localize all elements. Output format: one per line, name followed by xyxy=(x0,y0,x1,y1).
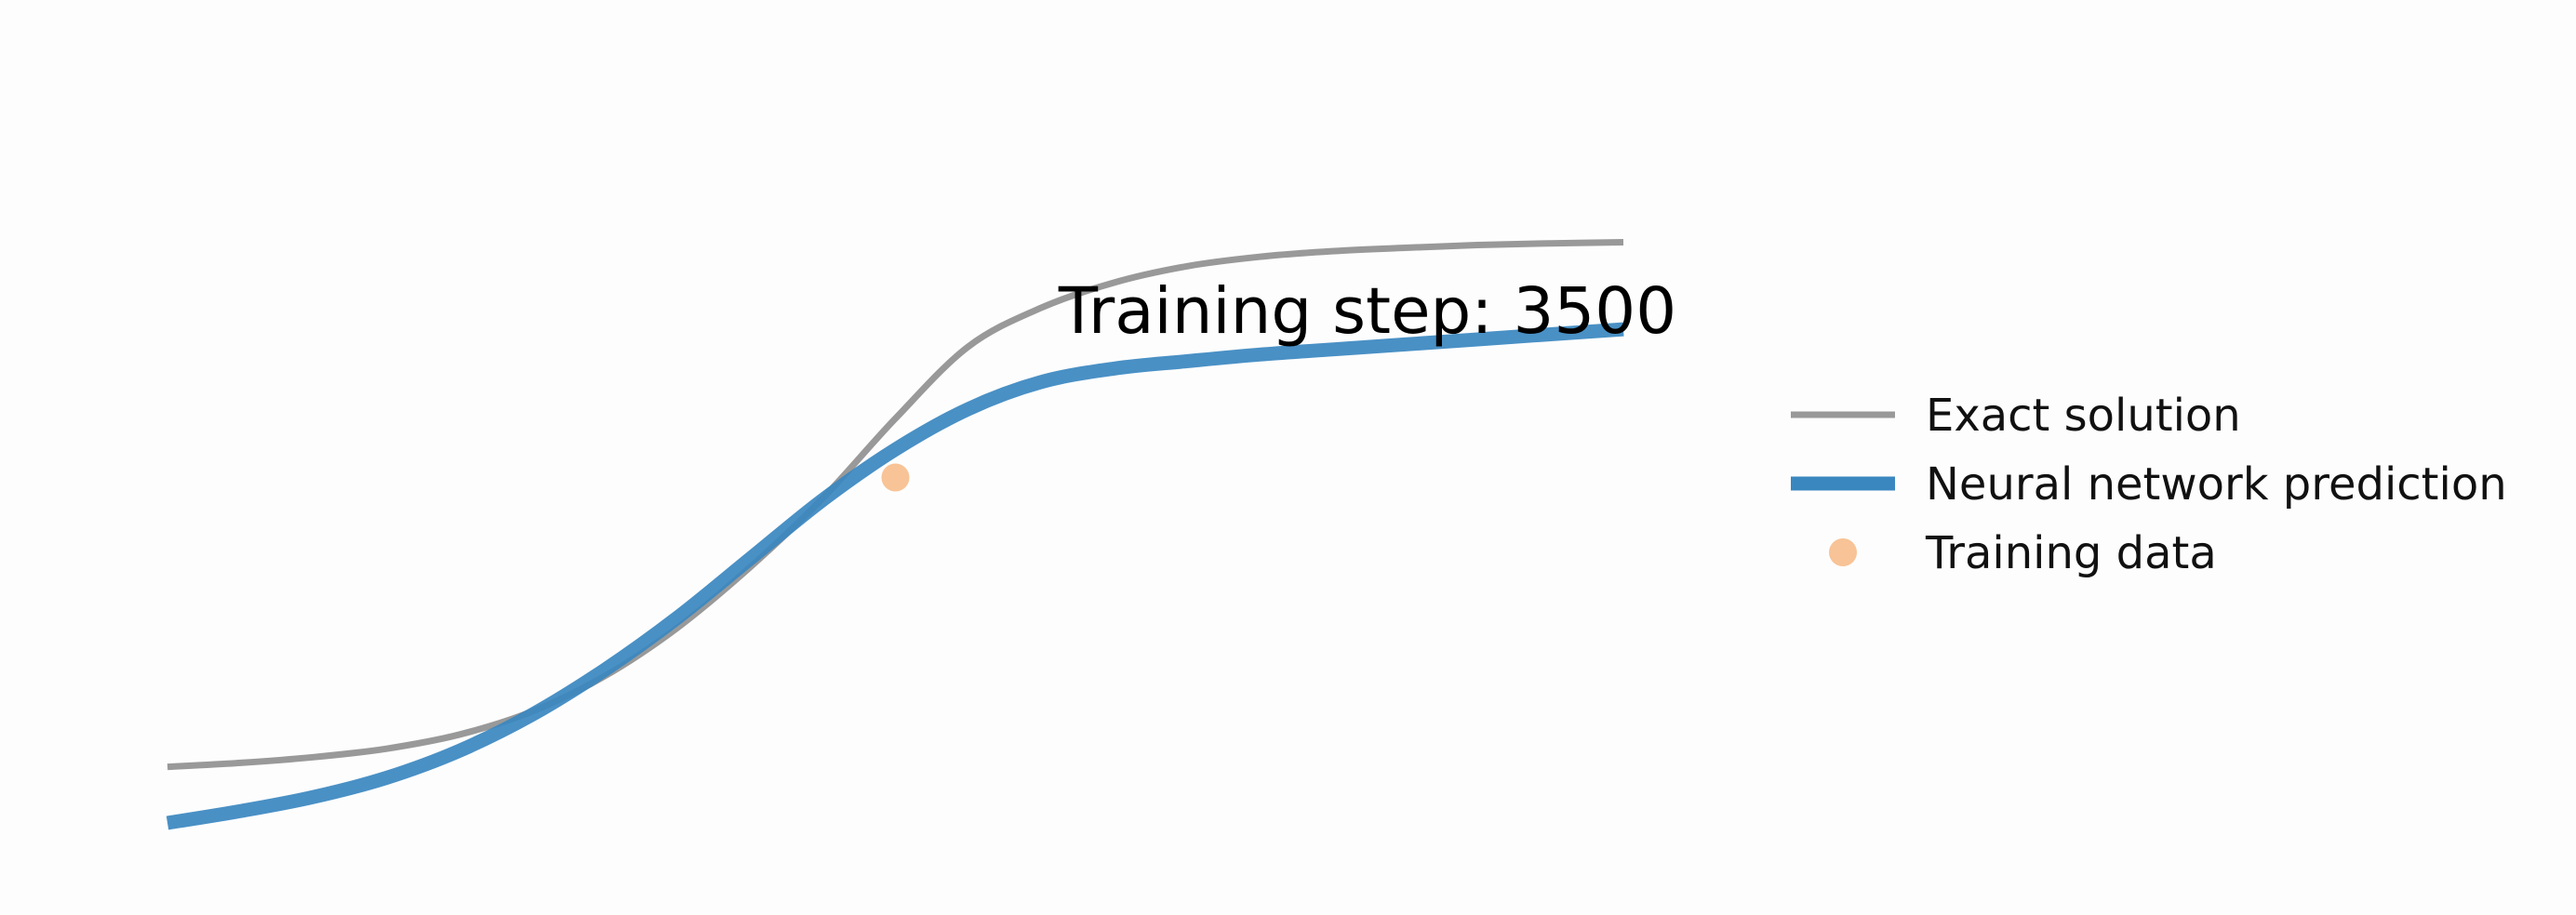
series-line-exact-solution xyxy=(167,239,1624,771)
legend-label-exact-solution: Exact solution xyxy=(1926,390,2241,442)
legend-swatch-training-data xyxy=(1829,538,1857,566)
data-point-training-data xyxy=(881,463,910,492)
legend-item-neural-network-prediction: Neural network prediction xyxy=(1791,458,2507,511)
legend-item-exact-solution: Exact solution xyxy=(1791,390,2241,442)
legend-label-training-data: Training data xyxy=(1925,527,2217,579)
series-line-neural-network-prediction xyxy=(166,322,1624,830)
legend-label-neural-network-prediction: Neural network prediction xyxy=(1926,458,2507,511)
training-step-annotation: Training step: 3500 xyxy=(1058,274,1676,349)
legend: Exact solution Neural network prediction T… xyxy=(1791,390,2507,579)
legend-item-training-data: Training data xyxy=(1829,527,2217,579)
plot-area xyxy=(166,239,1624,830)
